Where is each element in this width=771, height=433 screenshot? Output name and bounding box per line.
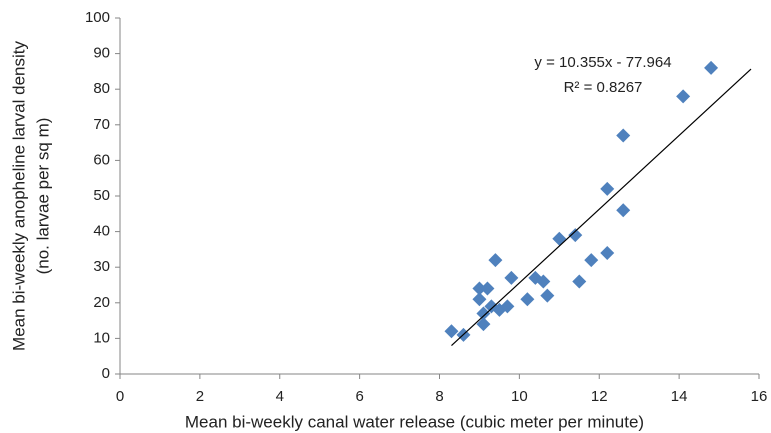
y-tick-label: 70	[93, 116, 110, 133]
data-point	[572, 274, 587, 289]
trendline-equation: y = 10.355x - 77.964	[534, 54, 671, 71]
x-tick-label: 8	[435, 388, 443, 405]
data-point	[540, 288, 555, 303]
y-tick-label: 30	[93, 258, 110, 275]
y-tick-label: 60	[93, 151, 110, 168]
data-point	[536, 274, 551, 289]
data-point	[476, 317, 491, 332]
y-tick-label: 90	[93, 45, 110, 62]
data-point	[472, 292, 487, 307]
trendline-r-squared: R² = 0.8267	[564, 79, 643, 96]
data-point	[472, 281, 487, 296]
trendline	[451, 68, 752, 347]
x-tick-label: 4	[276, 388, 284, 405]
x-tick-label: 2	[196, 388, 204, 405]
y-axis-label: Mean bi-weekly anopheline larval density	[9, 41, 28, 351]
y-tick-label: 10	[93, 329, 110, 346]
data-point	[600, 245, 615, 260]
data-point	[568, 228, 583, 243]
data-point	[476, 306, 491, 321]
x-tick-label: 16	[751, 388, 768, 405]
data-point	[504, 270, 519, 285]
y-axis-label: (no. larvae per sq m)	[33, 118, 52, 275]
data-point	[488, 253, 503, 268]
x-tick-label: 12	[591, 388, 608, 405]
data-point	[552, 231, 567, 246]
data-point	[584, 253, 599, 268]
x-tick-label: 6	[355, 388, 363, 405]
data-point	[444, 324, 459, 339]
data-point	[616, 203, 631, 218]
data-point	[600, 181, 615, 196]
y-tick-label: 100	[85, 9, 110, 26]
x-tick-label: 10	[511, 388, 528, 405]
data-point	[500, 299, 515, 314]
y-tick-label: 50	[93, 187, 110, 204]
x-axis-label: Mean bi-weekly canal water release (cubi…	[185, 412, 644, 431]
x-tick-label: 0	[116, 388, 124, 405]
data-point	[520, 292, 535, 307]
y-tick-label: 20	[93, 294, 110, 311]
data-point	[676, 89, 691, 104]
y-tick-label: 0	[102, 365, 110, 382]
x-tick-label: 14	[671, 388, 688, 405]
data-point	[616, 128, 631, 143]
data-point	[704, 60, 719, 75]
y-tick-label: 80	[93, 80, 110, 97]
y-tick-label: 40	[93, 223, 110, 240]
data-point	[480, 281, 495, 296]
